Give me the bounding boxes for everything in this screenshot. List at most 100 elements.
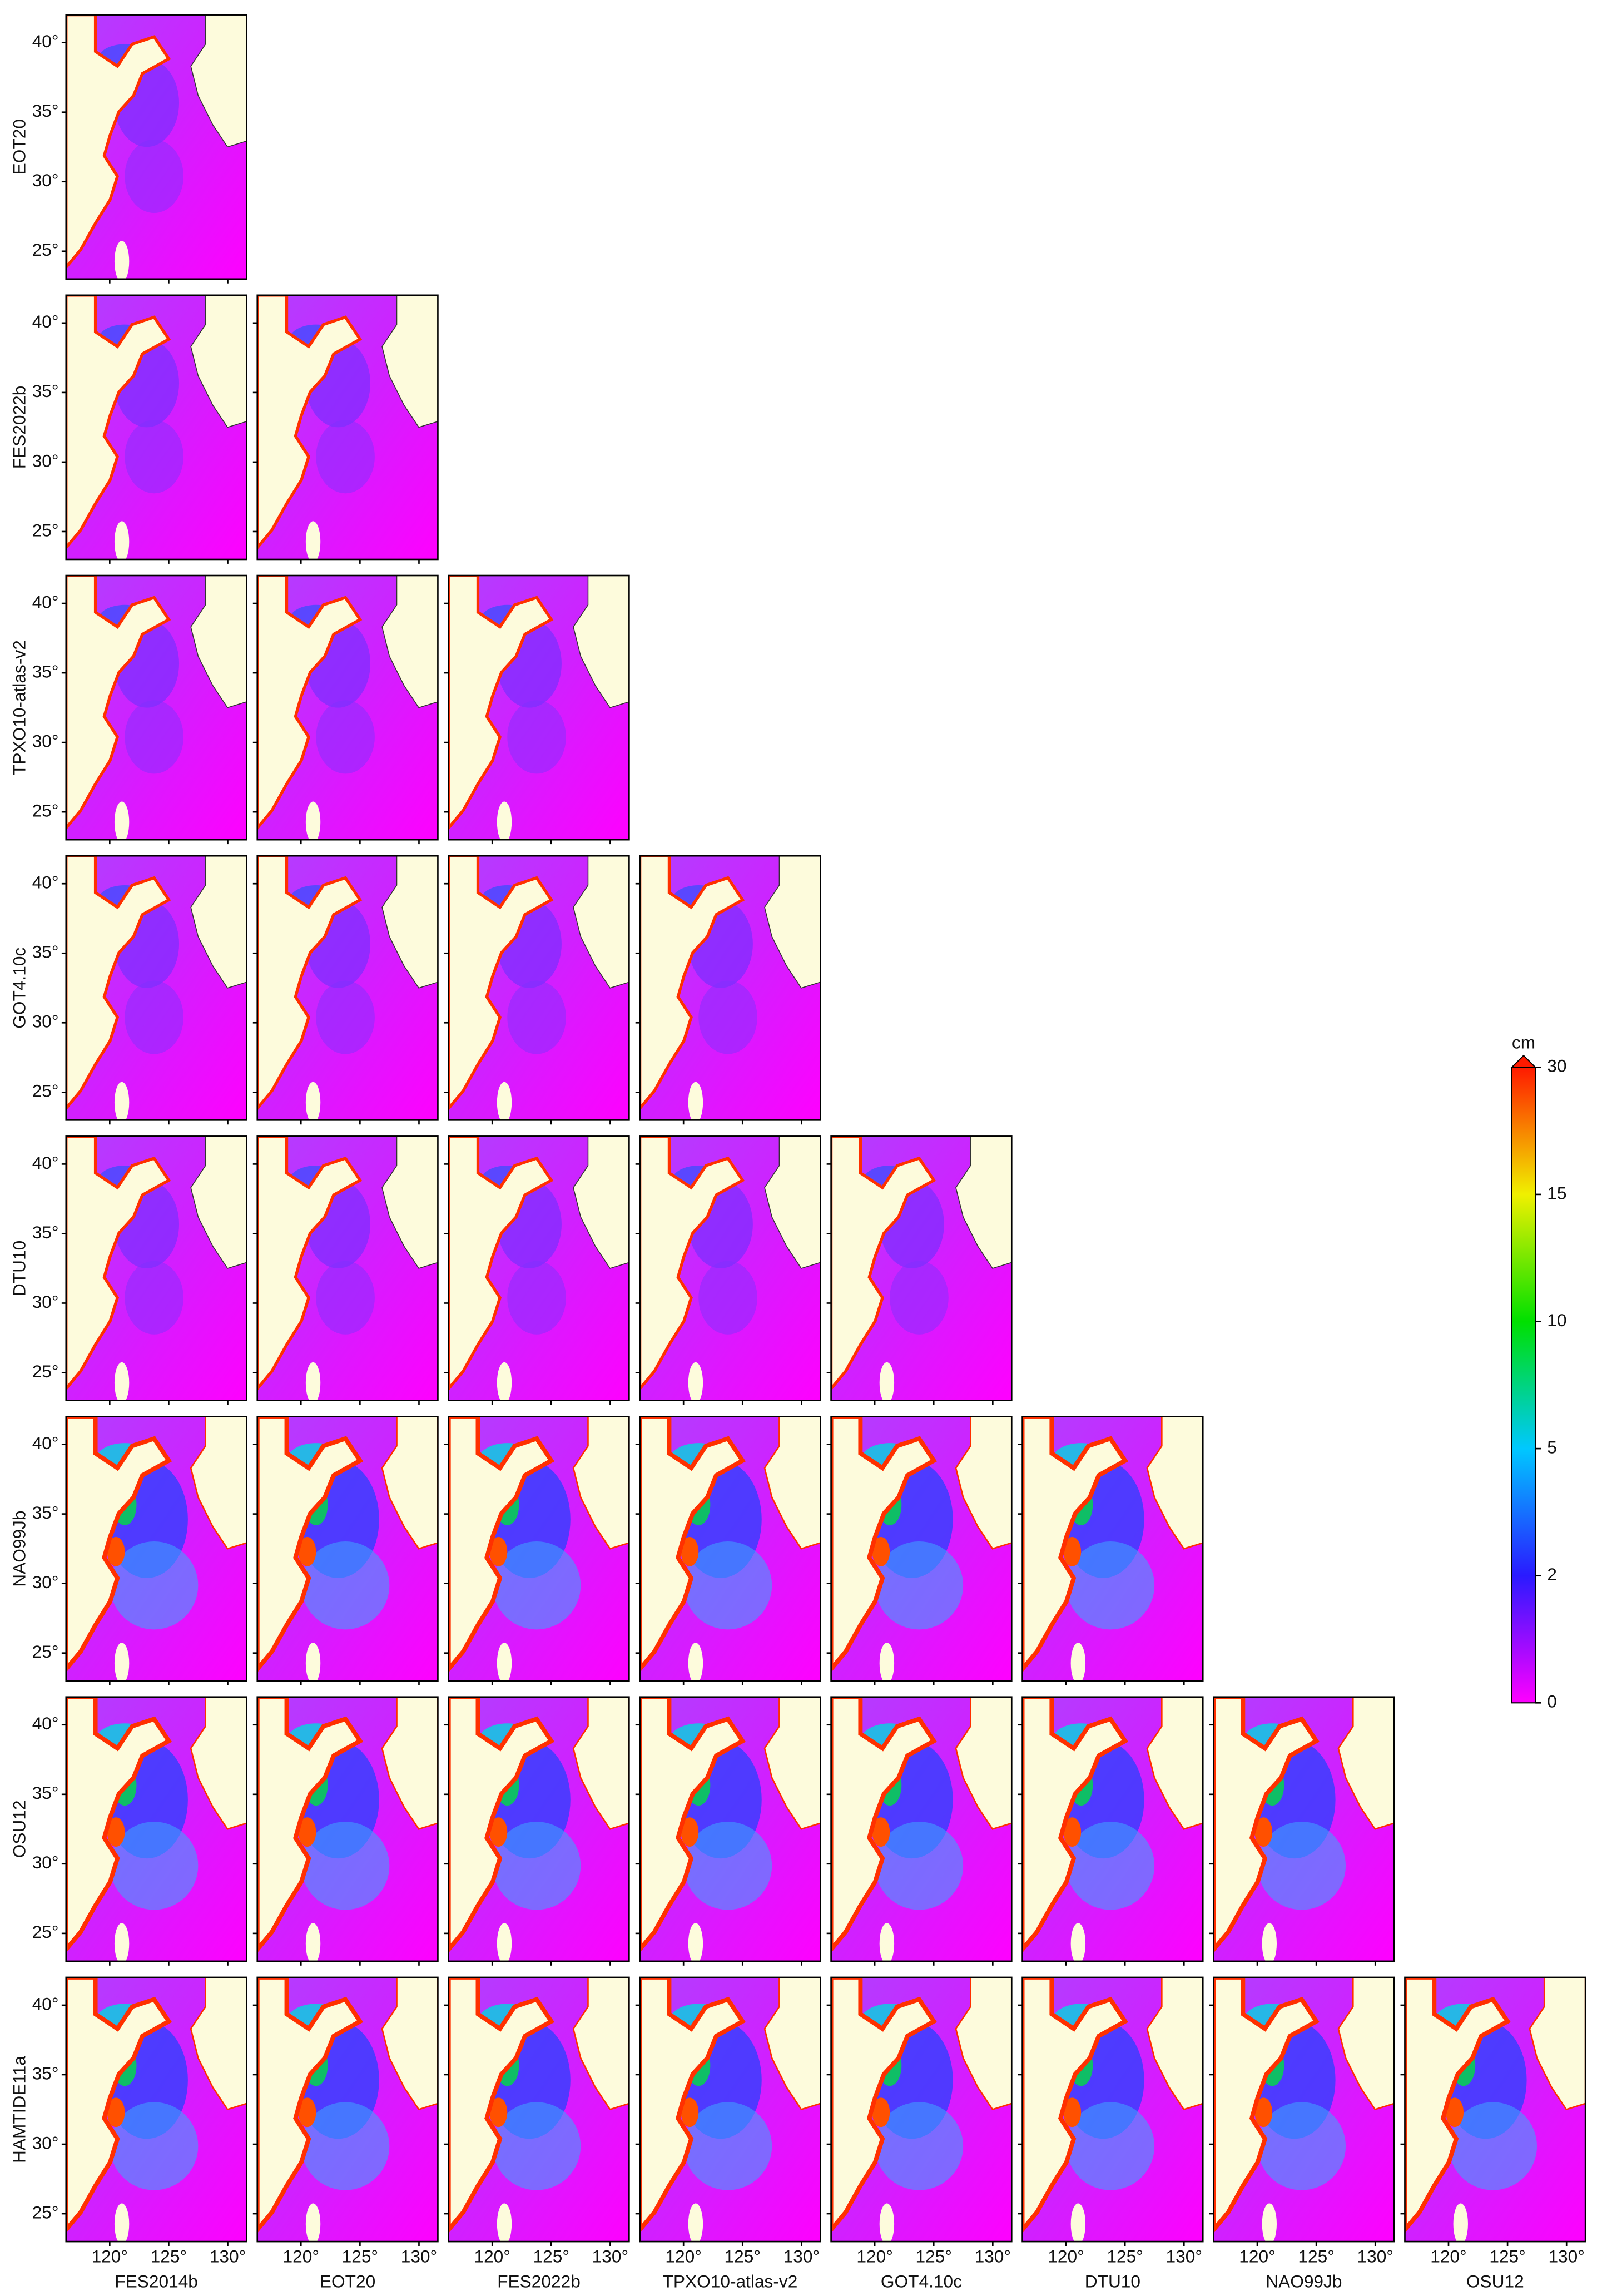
panel-frame [639,1135,821,1401]
panel-frame [830,1135,1013,1401]
column-label: GOT4.10c [881,2271,962,2291]
map-panel [449,576,629,842]
map-panel [1023,1977,1203,2244]
panel-frame [448,1976,630,2243]
map-panel [640,1697,821,1964]
map-panel [1405,1977,1585,2244]
colorbar: cm 0 2 5 10 15 30 [1510,1032,1566,1712]
column-label: OSU12 [1466,2271,1524,2291]
lat-tick-label: 40° [32,311,59,331]
map-panel [640,1136,821,1403]
colorbar-tick-label: 2 [1547,1564,1557,1584]
lat-tick-label: 35° [32,1783,59,1803]
map-panel [640,1417,821,1684]
lat-tick-label: 30° [32,731,59,751]
lat-tick-label: 35° [32,101,59,121]
map-panel [257,576,438,842]
panel-frame [448,574,630,841]
column-label: TPXO10-atlas-v2 [663,2271,798,2291]
lat-tick-label: 30° [32,1292,59,1312]
panel-frame [639,1696,821,1962]
row-label: NAO99Jb [9,1511,29,1587]
lat-tick-label: 35° [32,2063,59,2083]
map-panel [449,1136,629,1403]
map-panel [66,1697,247,1964]
lat-tick-label: 35° [32,661,59,681]
map-panel [66,1417,247,1684]
map-panel [831,1136,1012,1403]
column-label: EOT20 [320,2271,375,2291]
panel-frame [1213,1696,1395,1962]
lat-tick-label: 25° [32,1642,59,1662]
lon-tick-label: 130° [210,2246,246,2266]
colorbar-tick-label: 30 [1547,1056,1566,1076]
row-label: GOT4.10c [9,948,29,1029]
lat-tick-label: 25° [32,520,59,540]
panel-frame [830,1416,1013,1682]
map-panel [831,1417,1012,1684]
map-panel [1023,1417,1203,1684]
lon-tick-label: 120° [1430,2246,1466,2266]
row-label: OSU12 [9,1800,29,1858]
map-panel [449,856,629,1123]
lon-tick-label: 130° [592,2246,628,2266]
map-panel [66,1136,247,1403]
column-label: FES2022b [497,2271,581,2291]
map-panel [66,1977,247,2244]
panel-frame [256,1976,439,2243]
lon-tick-label: 125° [1298,2246,1334,2266]
column-label: NAO99Jb [1266,2271,1342,2291]
panel-grid: EOT20 25° 30° 35° 40° FES2022b 25° 30° 35° 40° TPX… [9,14,1586,2291]
row-label: EOT20 [9,119,29,175]
row-label: DTU10 [9,1241,29,1296]
panel-frame [1213,1976,1395,2243]
lon-tick-label: 125° [342,2246,378,2266]
map-panel [831,1697,1012,1964]
lon-tick-label: 130° [1166,2246,1202,2266]
colorbar-tick-label: 15 [1547,1183,1566,1203]
lat-tick-label: 30° [32,450,59,470]
row-label: HAMTIDE11a [9,2056,29,2163]
lon-tick-label: 125° [725,2246,761,2266]
lat-tick-label: 25° [32,240,59,260]
map-panel [257,1136,438,1403]
panel-frame [65,855,247,1121]
lon-tick-label: 125° [1107,2246,1143,2266]
panel-frame [639,855,821,1121]
lat-tick-label: 30° [32,1852,59,1872]
lat-tick-label: 35° [32,942,59,962]
panel-frame [65,1135,247,1401]
lon-tick-label: 130° [975,2246,1011,2266]
panel-frame [256,1696,439,1962]
panel-frame [65,14,247,280]
colorbar-unit: cm [1512,1032,1535,1052]
map-panel [66,576,247,842]
colorbar-tick-label: 5 [1547,1437,1557,1457]
map-panel [831,1977,1012,2244]
lat-tick-label: 40° [32,1433,59,1453]
map-panel [66,15,247,282]
lat-tick-label: 25° [32,801,59,821]
colorbar-fill [1511,1067,1536,1704]
panel-frame [639,1976,821,2243]
panel-frame [65,1416,247,1682]
lat-tick-label: 40° [32,1153,59,1173]
lon-tick-label: 125° [1489,2246,1525,2266]
lon-tick-label: 120° [665,2246,701,2266]
panel-frame [256,574,439,841]
lat-tick-label: 40° [32,592,59,612]
panel-frame [1021,1696,1204,1962]
lon-tick-label: 120° [283,2246,319,2266]
lon-tick-label: 130° [783,2246,820,2266]
lat-tick-label: 30° [32,2133,59,2153]
lon-tick-label: 130° [1357,2246,1393,2266]
lat-tick-label: 30° [32,1572,59,1592]
panel-frame [256,1416,439,1682]
lon-tick-label: 120° [1048,2246,1084,2266]
map-panel [640,1977,821,2244]
panel-frame [256,855,439,1121]
lon-tick-label: 125° [915,2246,951,2266]
lat-tick-label: 30° [32,170,59,190]
lon-tick-label: 125° [533,2246,569,2266]
column-label: DTU10 [1085,2271,1140,2291]
